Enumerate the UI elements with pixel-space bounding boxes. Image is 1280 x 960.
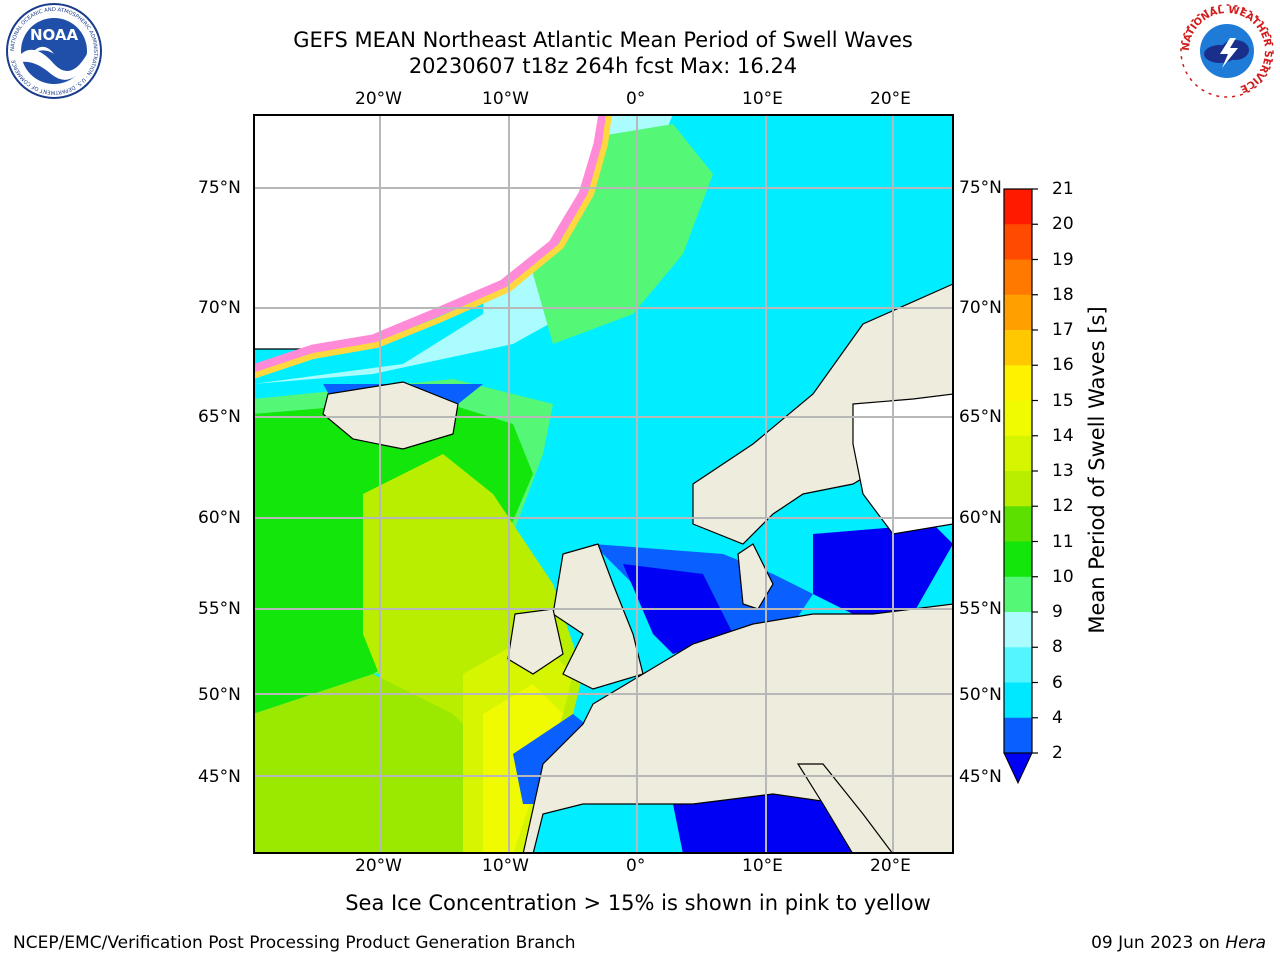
colorbar-tick-label: 9 bbox=[1052, 602, 1063, 622]
colorbar-tick-label: 17 bbox=[1052, 320, 1074, 340]
swell-band-under2-baltic bbox=[813, 524, 953, 614]
lon-label-20w-top: 20°W bbox=[355, 89, 402, 109]
colorbar-tick-label: 6 bbox=[1052, 672, 1063, 693]
colorbar-tick-label: 15 bbox=[1052, 390, 1074, 411]
sea-ice-note: Sea Ice Concentration > 15% is shown in … bbox=[345, 891, 931, 915]
colorbar-bin bbox=[1004, 682, 1032, 719]
colorbar-tick-label: 10 bbox=[1052, 566, 1074, 587]
lon-label-0-top: 0° bbox=[626, 89, 646, 109]
colorbar-tick-label: 19 bbox=[1052, 249, 1074, 270]
graticule bbox=[253, 114, 954, 854]
colorbar-bin bbox=[1004, 224, 1032, 260]
colorbar-tick-label: 4 bbox=[1052, 707, 1063, 728]
lat-label-45n-left: 45°N bbox=[198, 767, 241, 787]
lon-label-20e-top: 20°E bbox=[870, 89, 911, 109]
nws-logo: NATIONAL WEATHER SERVICE bbox=[1180, 4, 1274, 98]
lat-label-75n-right: 75°N bbox=[959, 178, 1002, 198]
colorbar-tick-label: 14 bbox=[1052, 425, 1074, 446]
lat-label-65n-right: 65°N bbox=[959, 407, 1002, 427]
colorbar-bin bbox=[1004, 506, 1032, 542]
sea-ice-edge bbox=[253, 114, 608, 374]
colorbar-bin bbox=[1004, 541, 1032, 578]
noaa-text: NOAA bbox=[30, 26, 79, 44]
colorbar bbox=[1003, 188, 1038, 785]
colorbar-bin bbox=[1004, 294, 1032, 331]
map-frame bbox=[253, 114, 954, 854]
lon-label-0-bottom: 0° bbox=[626, 856, 646, 876]
colorbar-bin bbox=[1004, 717, 1032, 754]
colorbar-tick-label: 13 bbox=[1052, 461, 1074, 481]
lon-label-10w-top: 10°W bbox=[482, 89, 529, 109]
lon-label-20e-bottom: 20°E bbox=[870, 856, 911, 876]
lat-label-50n-left: 50°N bbox=[198, 685, 241, 705]
noaa-logo: NATIONAL OCEANIC AND ATMOSPHERIC ADMINIS… bbox=[6, 3, 102, 99]
swell-period-map bbox=[253, 114, 954, 854]
lon-label-10e-bottom: 10°E bbox=[742, 856, 783, 876]
sweden-finland bbox=[852, 393, 954, 535]
lat-label-55n-right: 55°N bbox=[959, 599, 1002, 619]
lat-label-45n-right: 45°N bbox=[959, 767, 1002, 787]
colorbar-bin bbox=[1004, 400, 1032, 437]
lat-label-75n-left: 75°N bbox=[198, 178, 241, 198]
colorbar-tick-label: 8 bbox=[1052, 637, 1063, 658]
colorbar-bin bbox=[1004, 365, 1032, 401]
colorbar-tick-label: 11 bbox=[1052, 531, 1074, 552]
colorbar-tick-label: 16 bbox=[1052, 355, 1074, 376]
lat-label-50n-right: 50°N bbox=[959, 685, 1002, 705]
colorbar-under-arrow bbox=[1003, 752, 1033, 785]
british-isles bbox=[552, 543, 644, 690]
lon-label-10w-bottom: 10°W bbox=[482, 856, 529, 876]
lon-label-20w-bottom: 20°W bbox=[355, 856, 402, 876]
lat-label-55n-left: 55°N bbox=[198, 599, 241, 619]
colorbar-bin bbox=[1004, 189, 1032, 225]
lat-label-60n-right: 60°N bbox=[959, 508, 1002, 528]
footer-host: Hera bbox=[1225, 933, 1266, 953]
colorbar-tick-label: 18 bbox=[1052, 284, 1074, 305]
swell-band-under2-med bbox=[673, 794, 873, 854]
footer-date-text: 09 Jun 2023 on bbox=[1091, 933, 1226, 953]
colorbar-bin bbox=[1004, 576, 1032, 613]
lat-label-70n-right: 70°N bbox=[959, 298, 1002, 318]
colorbar-tick-label: 12 bbox=[1052, 496, 1074, 517]
colorbar-title: Mean Period of Swell Waves [s] bbox=[1085, 306, 1109, 634]
colorbar-bin bbox=[1004, 259, 1032, 296]
lat-label-60n-left: 60°N bbox=[198, 508, 241, 528]
colorbar-tick-label: 21 bbox=[1052, 179, 1074, 199]
land-masses bbox=[253, 114, 954, 854]
colorbar-bin bbox=[1004, 612, 1032, 648]
italy bbox=[796, 763, 894, 854]
iceland bbox=[322, 381, 459, 450]
colorbar-tick-label: 2 bbox=[1052, 743, 1063, 763]
footer-date: 09 Jun 2023 on Hera bbox=[1091, 933, 1266, 953]
colorbar-bin bbox=[1004, 471, 1032, 507]
map-subtitle: 20230607 t18z 264h fcst Max: 16.24 bbox=[408, 54, 798, 78]
colorbar-bin bbox=[1004, 647, 1032, 683]
colorbar-tick-label: 20 bbox=[1052, 214, 1074, 235]
lon-label-10e-top: 10°E bbox=[742, 89, 783, 109]
lat-label-70n-left: 70°N bbox=[198, 298, 241, 318]
colorbar-bin bbox=[1004, 330, 1032, 366]
lat-label-65n-left: 65°N bbox=[198, 407, 241, 427]
colorbar-bin bbox=[1004, 435, 1032, 472]
swell-band-13s-south bbox=[253, 674, 523, 854]
footer-branch: NCEP/EMC/Verification Post Processing Pr… bbox=[13, 933, 576, 953]
map-title: GEFS MEAN Northeast Atlantic Mean Period… bbox=[293, 28, 913, 52]
